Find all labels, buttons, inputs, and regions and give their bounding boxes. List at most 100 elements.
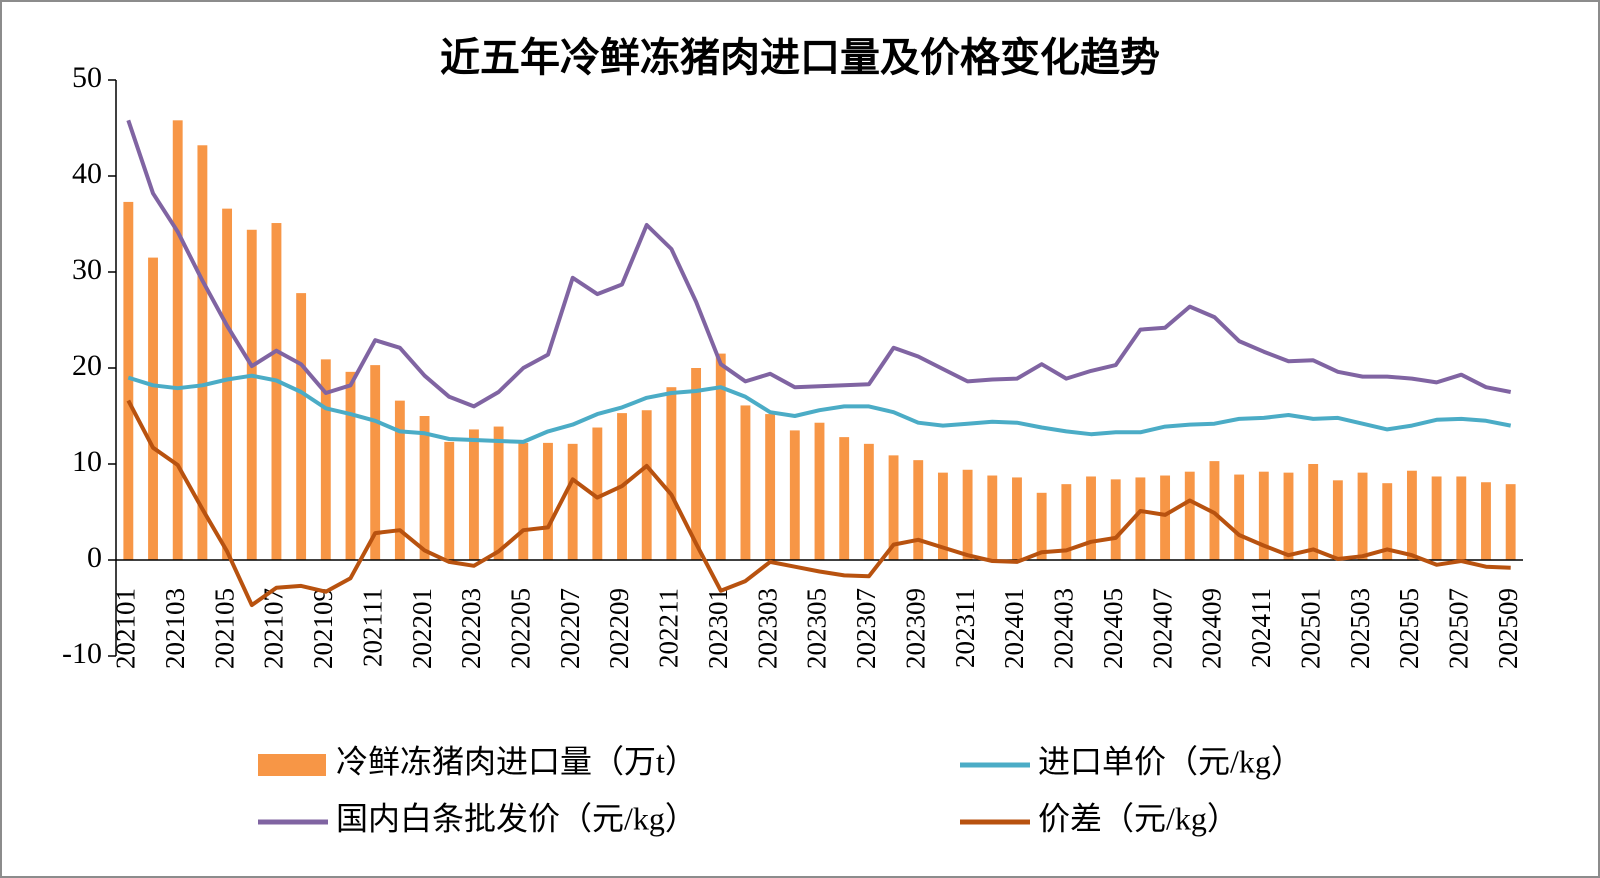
legend-label: 进口单价（元/kg） (1038, 743, 1303, 779)
legend-label: 冷鲜冻猪肉进口量（万t） (336, 743, 697, 779)
x-tick-label: 202305 (802, 588, 832, 669)
x-tick-label: 202509 (1493, 588, 1523, 669)
x-tick-label: 202105 (209, 588, 239, 669)
bar (715, 353, 726, 560)
bar (1456, 476, 1467, 560)
bar (567, 443, 578, 560)
y-tick-label: 0 (87, 541, 102, 574)
y-tick-label: 10 (72, 445, 102, 478)
bar (1061, 484, 1072, 560)
bar (1481, 482, 1491, 560)
x-tick-label: 202301 (703, 588, 733, 669)
bar (666, 387, 677, 560)
bar (888, 455, 899, 560)
bar (518, 442, 529, 560)
y-tick-label: 30 (72, 253, 102, 286)
bar (1431, 476, 1442, 560)
bar (1258, 471, 1269, 560)
bar (468, 429, 479, 560)
bar (641, 410, 652, 560)
bar (1332, 480, 1343, 560)
bar (1283, 472, 1294, 560)
bar (1382, 483, 1393, 560)
x-tick-label: 202211 (654, 588, 684, 668)
bar (394, 400, 405, 560)
bar (987, 475, 998, 560)
bar (543, 442, 553, 560)
x-tick-label: 202405 (1098, 588, 1128, 669)
x-tick-label: 202205 (505, 588, 535, 669)
chart-title: 近五年冷鲜冻猪肉进口量及价格变化趋势 (440, 35, 1160, 80)
x-tick-label: 202109 (308, 588, 338, 669)
legend-label: 国内白条批发价（元/kg） (336, 800, 697, 836)
y-tick-label: 20 (72, 349, 102, 382)
bar (222, 208, 233, 560)
bar (1086, 476, 1096, 560)
bar (370, 365, 381, 560)
bar (1505, 484, 1516, 560)
bar (962, 469, 973, 560)
bar (1357, 472, 1368, 560)
x-tick-label: 202503 (1345, 588, 1375, 669)
bar (1234, 474, 1245, 560)
bar (197, 145, 208, 560)
legend-label: 价差（元/kg） (1038, 800, 1239, 836)
x-tick-label: 202403 (1049, 588, 1079, 669)
bar (246, 229, 257, 560)
x-tick-label: 202505 (1394, 588, 1424, 669)
bar (172, 120, 183, 560)
bar (444, 441, 455, 560)
x-tick-label: 202501 (1295, 588, 1325, 669)
bar (740, 405, 751, 560)
bar (1110, 479, 1121, 560)
bar (1160, 475, 1171, 560)
x-tick-label: 202309 (900, 588, 930, 669)
x-tick-label: 202303 (752, 588, 782, 669)
bar (271, 223, 282, 561)
bar (320, 359, 331, 560)
line-series (127, 373, 1512, 444)
line-series (126, 119, 1512, 409)
x-tick-label: 202107 (259, 588, 289, 669)
bar (789, 430, 800, 560)
line-series (126, 399, 1511, 608)
legend-swatch (258, 754, 326, 776)
bar (493, 426, 504, 560)
x-tick-label: 202101 (111, 588, 141, 669)
bar (419, 416, 430, 560)
bar (863, 443, 874, 560)
bar (913, 460, 924, 560)
bar (1135, 477, 1146, 560)
bar (937, 472, 948, 560)
x-tick-label: 202103 (160, 588, 190, 669)
bar (1209, 461, 1220, 560)
bar (148, 257, 158, 560)
bar (1308, 464, 1319, 560)
x-tick-label: 202311 (950, 588, 980, 668)
bar (592, 427, 603, 560)
x-tick-label: 202203 (456, 588, 486, 669)
bar (765, 414, 776, 560)
y-tick-label: -10 (62, 637, 102, 670)
bar (1406, 470, 1417, 560)
x-tick-label: 202507 (1443, 588, 1473, 669)
x-tick-label: 202409 (1197, 588, 1227, 669)
x-tick-label: 202201 (407, 588, 437, 669)
bar (1184, 471, 1195, 560)
x-tick-label: 202207 (555, 588, 585, 669)
bar (1012, 477, 1022, 560)
bar (691, 368, 702, 560)
x-tick-label: 202401 (999, 588, 1029, 669)
y-tick-label: 40 (72, 157, 102, 190)
x-tick-label: 202209 (604, 588, 634, 669)
bar (123, 201, 134, 561)
x-tick-label: 202111 (357, 588, 387, 667)
bar (839, 437, 850, 560)
y-tick-label: 50 (72, 61, 102, 94)
bar (1036, 492, 1047, 560)
x-tick-label: 202307 (851, 588, 881, 669)
x-tick-label: 202411 (1246, 588, 1276, 668)
bar (814, 422, 825, 560)
